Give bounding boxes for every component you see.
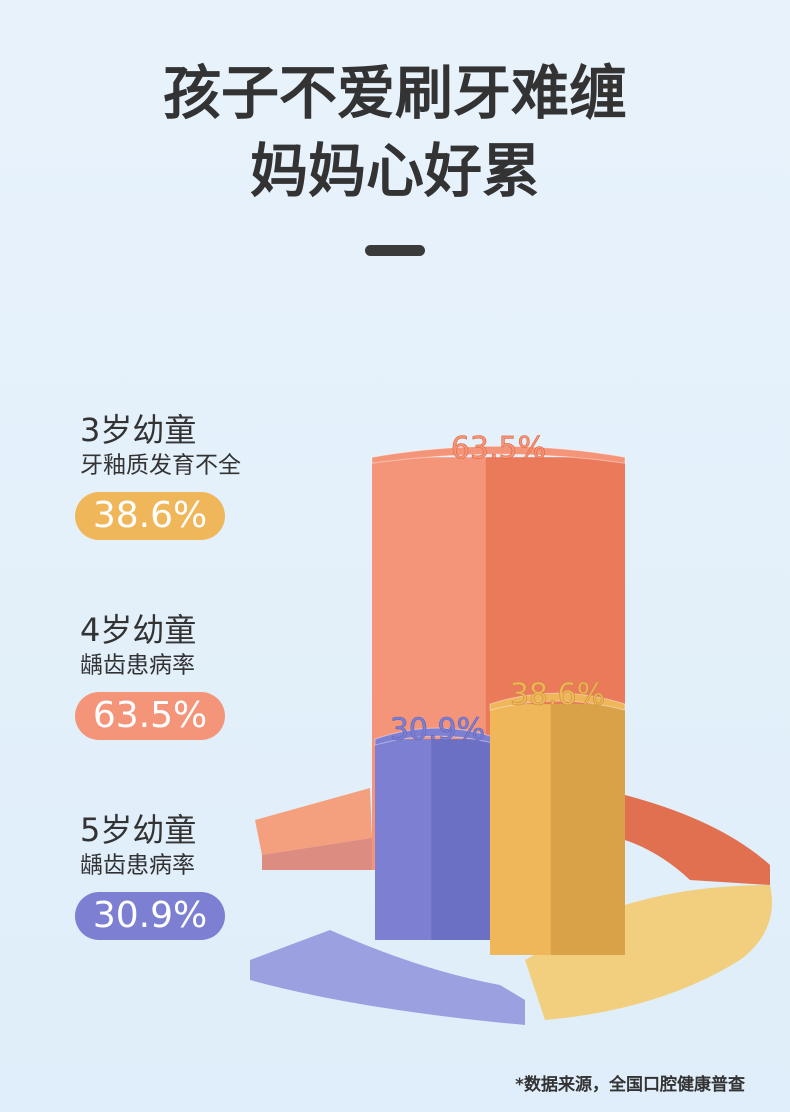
column-shade (431, 739, 500, 940)
ring-piece (250, 930, 525, 1025)
value-pill-label: 30.9% (93, 895, 207, 936)
ring-piece (525, 885, 772, 1020)
category-label: 3岁幼童 (80, 411, 196, 449)
column-value-label: 63.5% (451, 431, 546, 466)
value-pill (75, 692, 225, 740)
value-pill (75, 892, 225, 940)
subtitle: 妈妈心好累 (250, 137, 540, 205)
value-pill-label: 38.6% (93, 495, 207, 536)
category-description: 牙釉质发育不全 (80, 453, 241, 479)
column-shade (550, 704, 625, 955)
divider (365, 245, 425, 256)
category-label: 4岁幼童 (80, 611, 196, 649)
category-label: 5岁幼童 (80, 811, 196, 849)
ring-piece (262, 838, 372, 870)
ring-piece (255, 788, 372, 855)
title: 孩子不爱刷牙难缠 (163, 59, 627, 127)
source-note: *数据来源，全国口腔健康普查 (515, 1074, 746, 1095)
column-value-label: 38.6% (510, 678, 605, 713)
category-description: 龋齿患病率 (80, 653, 195, 679)
category-description: 龋齿患病率 (80, 853, 195, 879)
value-pill (75, 492, 225, 540)
column-top (489, 692, 626, 711)
ring-piece (625, 795, 770, 885)
column-value-label: 30.9% (390, 713, 485, 748)
value-pill-label: 63.5% (93, 695, 207, 736)
column-top (371, 445, 626, 464)
